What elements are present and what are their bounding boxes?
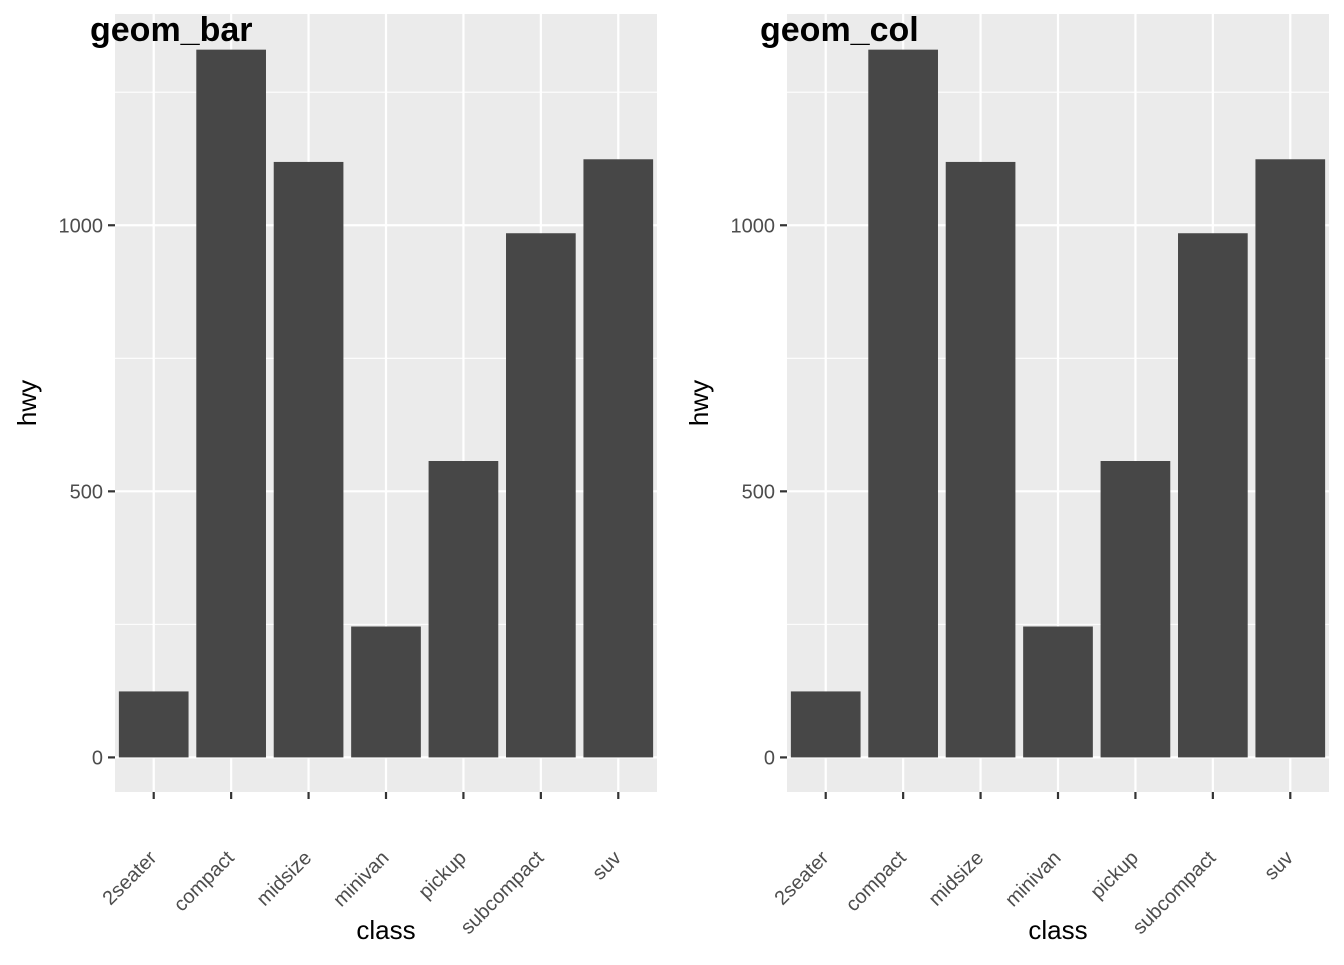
x-tick-label: midsize [253, 847, 316, 910]
y-tick-label: 0 [764, 747, 775, 769]
panel-geom-bar: 0 500 1000 2seater compact midsize minivan pick… [12, 11, 657, 945]
y-tick-label: 500 [742, 481, 775, 503]
bar-pickup [428, 461, 499, 758]
bar-pickup [1100, 461, 1171, 758]
x-tick-label: suv [588, 847, 626, 885]
bar-midsize [273, 161, 344, 758]
y-axis-title: hwy [12, 380, 42, 426]
x-tick-label: subcompact [1129, 847, 1221, 939]
bar-compact [868, 49, 938, 758]
x-tick-label: compact [170, 847, 239, 916]
bar-subcompact [506, 233, 576, 758]
x-tick-label: minivan [329, 847, 393, 911]
bar-suv [1255, 159, 1326, 758]
bar-midsize [945, 161, 1016, 758]
y-tick-label: 1000 [59, 215, 104, 237]
bar-2seater [118, 691, 189, 758]
x-tick-label: pickup [1087, 847, 1143, 903]
panel-geom-col: 0 500 1000 2seater compact midsize minivan pick… [684, 11, 1329, 945]
y-axis-title: hwy [684, 380, 714, 426]
chart-title: geom_col [760, 11, 919, 49]
chart-title: geom_bar [90, 11, 253, 49]
y-tick-label: 0 [92, 747, 103, 769]
bar-2seater [790, 691, 861, 758]
y-tick-label: 1000 [731, 215, 776, 237]
bar-compact [196, 49, 266, 758]
x-axis-title: class [356, 915, 415, 945]
x-tick-label: suv [1260, 847, 1298, 885]
x-tick-label: pickup [415, 847, 471, 903]
bar-minivan [1023, 626, 1093, 758]
x-tick-label: 2seater [99, 847, 162, 910]
x-tick-label: subcompact [457, 847, 549, 939]
bar-minivan [351, 626, 421, 758]
bar-subcompact [1178, 233, 1248, 758]
x-tick-label: compact [842, 847, 911, 916]
y-tick-label: 500 [70, 481, 103, 503]
x-axis-title: class [1028, 915, 1087, 945]
x-tick-label: 2seater [771, 847, 834, 910]
x-tick-label: minivan [1001, 847, 1065, 911]
bar-suv [583, 159, 654, 758]
x-tick-label: midsize [925, 847, 988, 910]
